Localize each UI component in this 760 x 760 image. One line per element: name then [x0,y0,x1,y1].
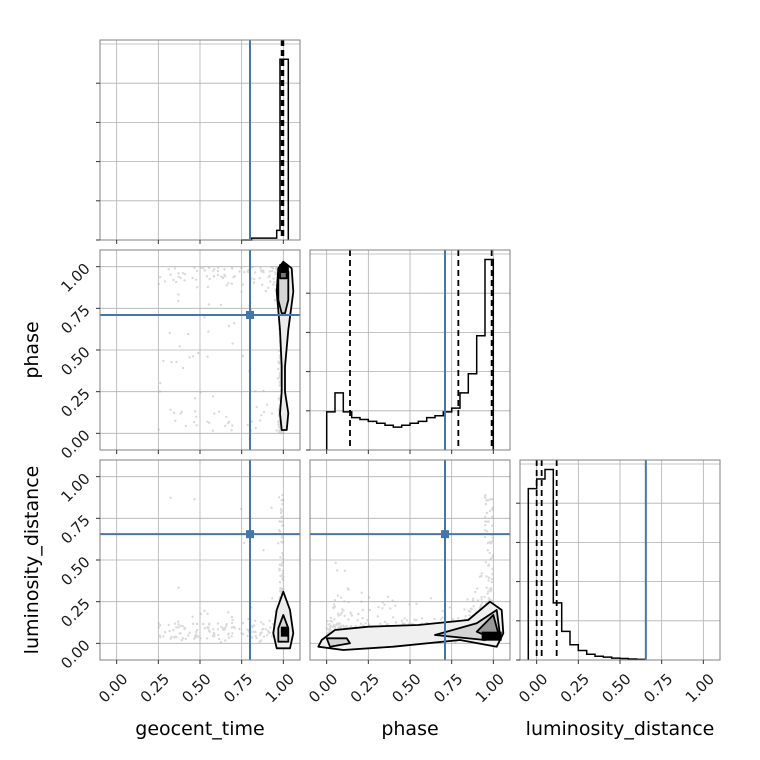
contour-inner-left-luminosity_distance-vs-phase [325,637,351,648]
truth-marker-luminosity_distance-phase [441,530,449,539]
x-tick-label-geocent_time-0: 0.00 [95,670,131,706]
y-tick-label-luminosity_distance-2: 0.50 [57,553,93,589]
histogram-layer [241,40,646,661]
y-tick-label-phase-1: 0.25 [57,385,93,421]
density-layer [272,260,505,651]
scatter-points-luminosity_distance-vs-geocent_time [157,493,285,645]
label-layer: 0.00 0.25 0.50 0.75 1.00 0.00 0.25 0.50 0.75 1.00… [21,260,718,740]
x-tick-label-luminosity_distance-0: 0.00 [515,670,551,706]
x-tick-label-geocent_time-1: 0.25 [137,670,173,706]
y-tick-label-phase-0: 0.00 [57,426,93,462]
x-tick-label-geocent_time-2: 0.50 [178,670,214,706]
y-axis-label-phase: phase [21,321,43,378]
x-tick-label-phase-0: 0.00 [305,670,341,706]
scatter-layer [157,265,495,645]
grid-layer [100,40,720,660]
x-tick-label-phase-2: 0.50 [388,670,424,706]
x-tick-label-luminosity_distance-4: 1.00 [682,670,718,706]
x-axis-label-phase: phase [381,718,438,740]
x-tick-label-geocent_time-4: 1.00 [262,670,298,706]
tick-layer [96,82,704,664]
y-tick-label-luminosity_distance-4: 1.00 [57,470,93,506]
y-tick-label-luminosity_distance-3: 0.75 [57,511,93,547]
x-axis-label-geocent_time: geocent_time [135,718,264,740]
y-tick-label-luminosity_distance-1: 0.25 [57,595,93,631]
truth-layer [100,40,647,660]
x-tick-label-phase-4: 1.00 [472,670,508,706]
x-tick-label-phase-3: 0.75 [430,670,466,706]
y-tick-label-luminosity_distance-0: 0.00 [57,636,93,672]
x-tick-label-luminosity_distance-2: 0.50 [598,670,634,706]
x-tick-label-geocent_time-3: 0.75 [220,670,256,706]
contour-peak-phase-vs-geocent_time [280,265,289,273]
contour-peak-luminosity_distance-vs-phase [481,631,502,641]
truth-marker-phase-geocent_time [246,311,254,319]
y-tick-label-phase-4: 1.00 [57,260,93,296]
truth-marker-luminosity_distance-geocent_time [246,530,254,539]
x-axis-label-luminosity_distance: luminosity_distance [526,718,715,740]
y-tick-label-phase-2: 0.50 [57,343,93,379]
x-tick-label-luminosity_distance-3: 0.75 [640,670,676,706]
contour-peak-luminosity_distance-vs-geocent_time [280,626,289,637]
y-axis-label-luminosity_distance: luminosity_distance [21,466,43,655]
histogram-luminosity_distance [527,468,646,661]
x-tick-label-luminosity_distance-1: 0.25 [557,670,593,706]
histogram-geocent_time [241,58,290,241]
histogram-phase [325,258,495,450]
y-tick-label-phase-3: 0.75 [57,301,93,337]
x-tick-label-phase-1: 0.25 [347,670,383,706]
